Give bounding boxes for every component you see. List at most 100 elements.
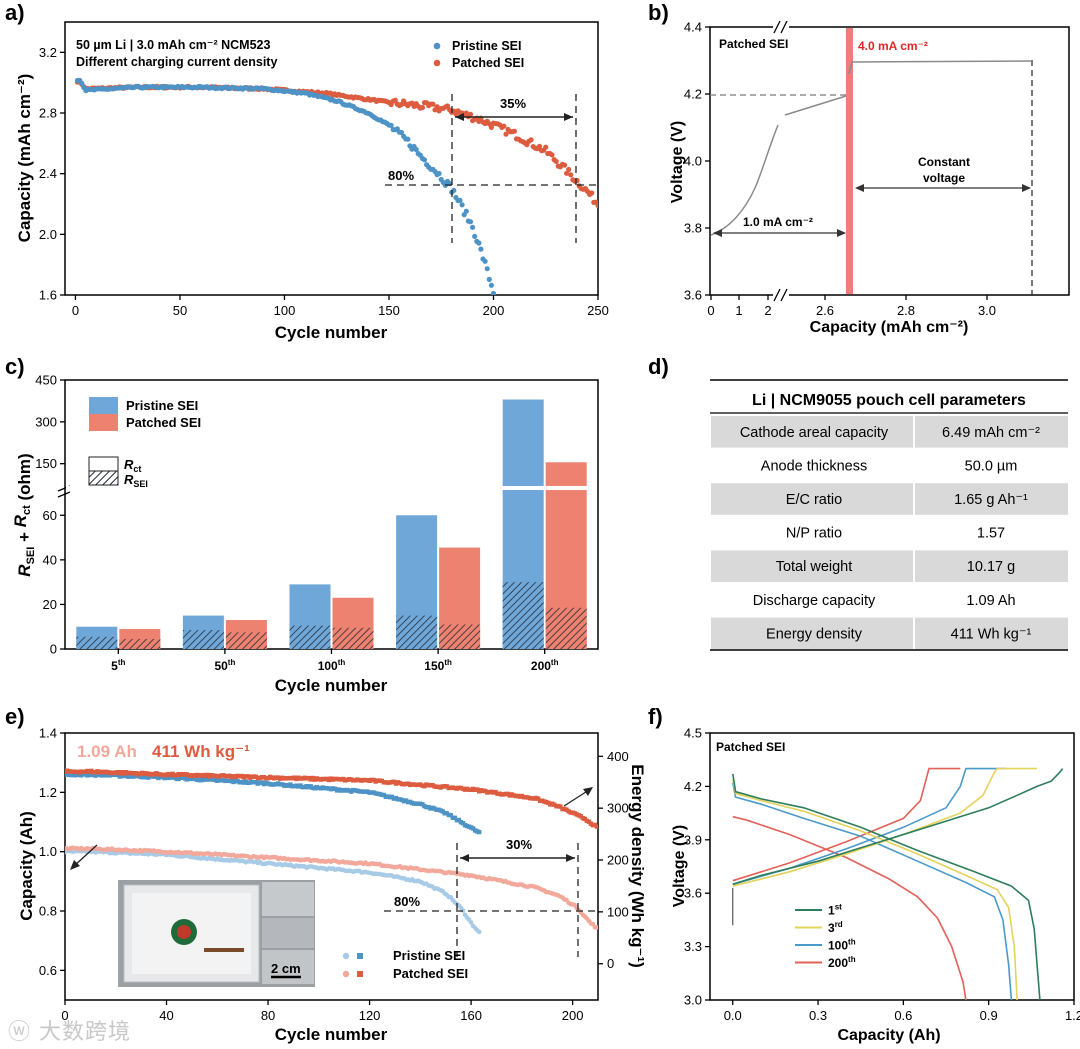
axis-title-y: Voltage (V) (671, 825, 688, 907)
x-tick-label: 250 (587, 303, 609, 318)
x-tick-label: 150 (378, 303, 400, 318)
y-tick-label: 450 (35, 373, 57, 388)
y-tick-label: 3.8 (684, 221, 702, 236)
axis-title-x: Capacity (Ah) (837, 1027, 940, 1044)
y-tick-label: 2.4 (39, 166, 57, 181)
y-tick-label: 1.2 (39, 785, 57, 800)
info-line-1: 50 µm Li | 3.0 mAh cm⁻² NCM523 (76, 38, 270, 52)
bar-rsei-hatch (289, 625, 331, 649)
x-tick-label: 0.3 (809, 1008, 827, 1023)
x-tick-label: 3.0 (978, 303, 996, 318)
x-tick-label: 2.6 (816, 303, 834, 318)
y2-tick-label: 300 (607, 801, 629, 816)
data-point-pristine-sei (457, 197, 463, 203)
x-tick-label: 2.8 (897, 303, 915, 318)
data-point-patched-sei-energy (558, 804, 563, 809)
table-cell-bg (915, 416, 1068, 448)
panel-a: a) 0 50 100 150 200 250 1.6 2.0 2.4 2.8 3.2 35% 80… (5, 0, 609, 318)
bar-rsei-hatch (119, 638, 161, 649)
data-point-pristine-sei (463, 208, 469, 214)
axes: 0 20 40 60 150 300 450 5th 50th 100th 150th 200th (35, 373, 558, 674)
data-point-patched-sei (536, 143, 543, 149)
table-cell-bg (711, 617, 913, 650)
table-value: 411 Wh kg⁻¹ (951, 626, 1032, 642)
y-tick-label: 4.2 (684, 87, 702, 102)
annotation-80: 80% (394, 894, 420, 909)
data-point-patched-sei (488, 124, 494, 130)
legend-patched: Patched SEI (452, 56, 524, 70)
axis-title-x: Cycle number (275, 323, 388, 342)
table-param: Anode thickness (761, 458, 867, 474)
data-point-pristine-sei (398, 129, 405, 136)
legend-marker-pristine-energy (357, 953, 363, 959)
table-param: Energy density (766, 626, 863, 642)
data-point-pristine-sei (421, 157, 428, 163)
data-point-patched-sei (501, 123, 507, 129)
legend-marker-patched (433, 59, 441, 67)
discharge-curve-200th (732, 815, 967, 1001)
charge-curve-low (710, 124, 779, 236)
legend-label-200th: 200th (828, 955, 856, 970)
data-point-patched-sei (543, 144, 549, 150)
data-point-pristine-sei (436, 170, 442, 177)
y-tick-label: 3.3 (684, 939, 702, 954)
y-tick-label: 4.4 (684, 20, 702, 35)
x-tick-label: 200 (562, 1008, 584, 1023)
annotation-30: 30% (506, 837, 532, 852)
legend: 1st 3rd 100th 200th (795, 903, 856, 970)
bar-rsei-hatch (502, 582, 544, 649)
data-point-patched-sei (444, 103, 451, 109)
data-point-pristine-sei (470, 224, 476, 230)
legend-pristine: Pristine SEI (393, 948, 465, 963)
data-point-pristine-sei-capacity (476, 929, 482, 935)
table-cell-bg (711, 483, 913, 515)
discharge-curve-100th (732, 782, 1013, 1001)
annotation-80: 80% (388, 168, 414, 183)
axis-title-y: Capacity (Ah) (17, 811, 36, 921)
y-tick-label: 3.0 (684, 993, 702, 1008)
x-tick-label: 120 (359, 1008, 381, 1023)
legend-marker-pristine (433, 42, 441, 50)
data-point-pristine-sei-capacity (468, 920, 474, 925)
data-point-pristine-sei (482, 258, 488, 264)
panel-e: e) 0 40 80 120 160 200 0.6 0.8 1.0 1.2 1.4 0 100 200 3… (5, 704, 629, 1023)
charge-curve-3rd (732, 767, 1037, 887)
legend-marker-patched-cap (342, 970, 350, 978)
bar-rsei-hatch (225, 632, 267, 649)
info-line-2: Different charging current density (76, 55, 277, 69)
pouch-cell-photo: 2 cm (118, 880, 315, 987)
table-title: Li | NCM9055 pouch cell parameters (752, 392, 1026, 409)
bar-rsei-hatch (76, 636, 118, 649)
legend-patched: Patched SEI (126, 415, 201, 430)
axis-title-y2: Energy density (Wh kg⁻¹) (628, 764, 647, 968)
table-cell-bg (711, 416, 913, 448)
y2-tick-label: 0 (607, 956, 614, 971)
x-tick-label: 1.2 (1065, 1008, 1080, 1023)
data-point-patched-sei (511, 128, 517, 134)
y-tick-label: 2.8 (39, 106, 57, 121)
panel-c: c) 0 20 40 60 150 300 450 5th 50th 100th 150th 200t… (5, 354, 599, 674)
data-point-patched-sei (564, 170, 570, 176)
y-tick-label: 20 (43, 597, 57, 612)
voltage-curves (732, 767, 1064, 1001)
legend-pristine: Pristine SEI (126, 398, 198, 413)
panel-letter: a) (5, 0, 25, 25)
plot-frame (64, 732, 599, 1001)
y-tick-label: 150 (35, 456, 57, 471)
legend-swatch-rct (88, 456, 119, 472)
x-tick-label: 100th (318, 658, 346, 673)
data-point-pristine-sei (472, 233, 478, 239)
data-point-pristine-sei-energy (452, 815, 458, 820)
y-tick-label: 300 (35, 414, 57, 429)
x-tick-label: 0 (707, 303, 714, 318)
annotation-35: 35% (500, 96, 526, 111)
y-tick-label: 2.0 (39, 227, 57, 242)
logo-text-mark (204, 948, 244, 952)
y-tick-label: 4.0 (684, 154, 702, 169)
data-points (74, 77, 598, 295)
charge-curve-200th (732, 767, 961, 882)
y-tick-label: 1.4 (39, 726, 57, 741)
x-tick-label: 160 (460, 1008, 482, 1023)
table-body: Cathode areal capacity 6.49 mAh cm⁻² Anode… (711, 416, 1068, 650)
table-param: Cathode areal capacity (740, 425, 889, 441)
